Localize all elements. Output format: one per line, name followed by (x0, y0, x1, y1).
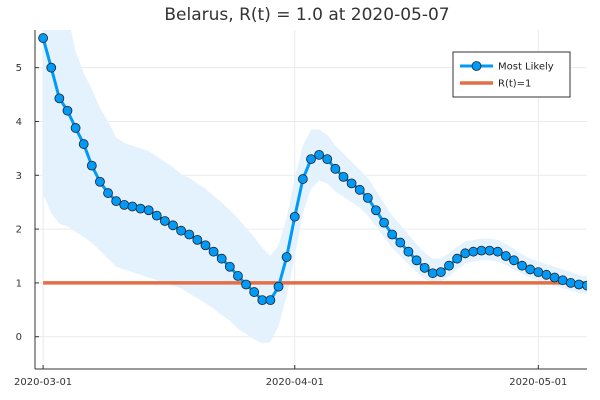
data-point (168, 220, 178, 231)
data-point (557, 275, 568, 286)
data-point (582, 280, 587, 291)
data-point (314, 149, 325, 160)
data-point (419, 262, 430, 273)
data-point (468, 246, 479, 257)
data-point (208, 246, 219, 257)
data-point (541, 269, 552, 280)
data-point (460, 248, 471, 259)
data-point (509, 255, 519, 266)
legend-label-most-likely: Most Likely (498, 62, 554, 73)
data-point (119, 199, 130, 210)
data-point (362, 192, 373, 203)
data-point (330, 163, 341, 174)
data-point (379, 217, 389, 228)
legend-label-r1: R(t)=1 (498, 79, 531, 90)
data-point (135, 203, 146, 214)
data-point (525, 264, 536, 275)
data-point (517, 260, 527, 271)
data-point (549, 272, 560, 283)
data-point (484, 245, 495, 256)
y-tick-label: 0 (16, 332, 22, 343)
x-tick-label: 2020-03-01 (14, 377, 72, 388)
data-point (159, 216, 170, 226)
data-point (62, 105, 73, 116)
data-point (403, 246, 414, 257)
data-point (289, 211, 300, 222)
data-point (151, 210, 162, 221)
axes (34, 30, 587, 370)
data-point (371, 205, 381, 216)
data-point (86, 160, 97, 171)
data-point (249, 287, 260, 297)
data-point (573, 279, 584, 290)
data-point (346, 178, 357, 189)
data-point (78, 139, 89, 149)
data-point (492, 246, 503, 257)
tick-labels: 0 1 2 3 4 5 2020-03-01 2020-04-01 2020-05-01 (14, 63, 567, 388)
data-point (565, 278, 576, 288)
data-point (306, 154, 316, 165)
chart-title: Belarus, R(t) = 1.0 at 2020-05-07 (164, 5, 449, 25)
data-point (427, 268, 438, 279)
data-point (54, 93, 65, 104)
legend: Most Likely R(t)=1 (452, 51, 571, 98)
data-point (233, 271, 243, 281)
data-point (216, 253, 227, 264)
data-point (95, 176, 105, 187)
data-point (241, 279, 251, 290)
data-point (297, 174, 308, 184)
data-point (143, 205, 154, 216)
legend-box (452, 51, 571, 98)
data-point (500, 251, 511, 261)
data-point (224, 261, 235, 272)
data-point (435, 267, 446, 278)
data-point (281, 252, 292, 262)
data-point (476, 245, 487, 256)
data-point (444, 260, 454, 271)
data-point (200, 240, 211, 251)
data-point (111, 196, 122, 207)
data-point (176, 225, 187, 236)
data-point (46, 62, 57, 73)
y-tick-label: 3 (16, 171, 22, 182)
data-point (127, 201, 138, 212)
data-point (184, 229, 195, 240)
data-point (70, 123, 81, 133)
y-tick-label: 2 (16, 225, 22, 236)
data-point (273, 281, 284, 292)
data-point (533, 267, 544, 278)
y-tick-label: 5 (16, 63, 22, 74)
data-point (103, 188, 113, 198)
x-tick-label: 2020-04-01 (266, 377, 324, 388)
y-tick-label: 4 (16, 117, 22, 128)
data-point (338, 171, 349, 182)
data-point (354, 184, 365, 195)
data-point (387, 229, 398, 240)
data-point (411, 255, 422, 266)
y-tick-label: 1 (16, 278, 22, 289)
legend-marker-most-likely (471, 61, 482, 71)
most-likely-line-layer (38, 33, 587, 306)
data-point (322, 154, 333, 165)
data-point (395, 237, 406, 248)
data-point (192, 234, 203, 245)
data-point (265, 295, 276, 306)
data-point (38, 33, 49, 43)
data-point (452, 253, 463, 264)
data-point (257, 295, 268, 306)
x-tick-label: 2020-05-01 (509, 377, 567, 388)
